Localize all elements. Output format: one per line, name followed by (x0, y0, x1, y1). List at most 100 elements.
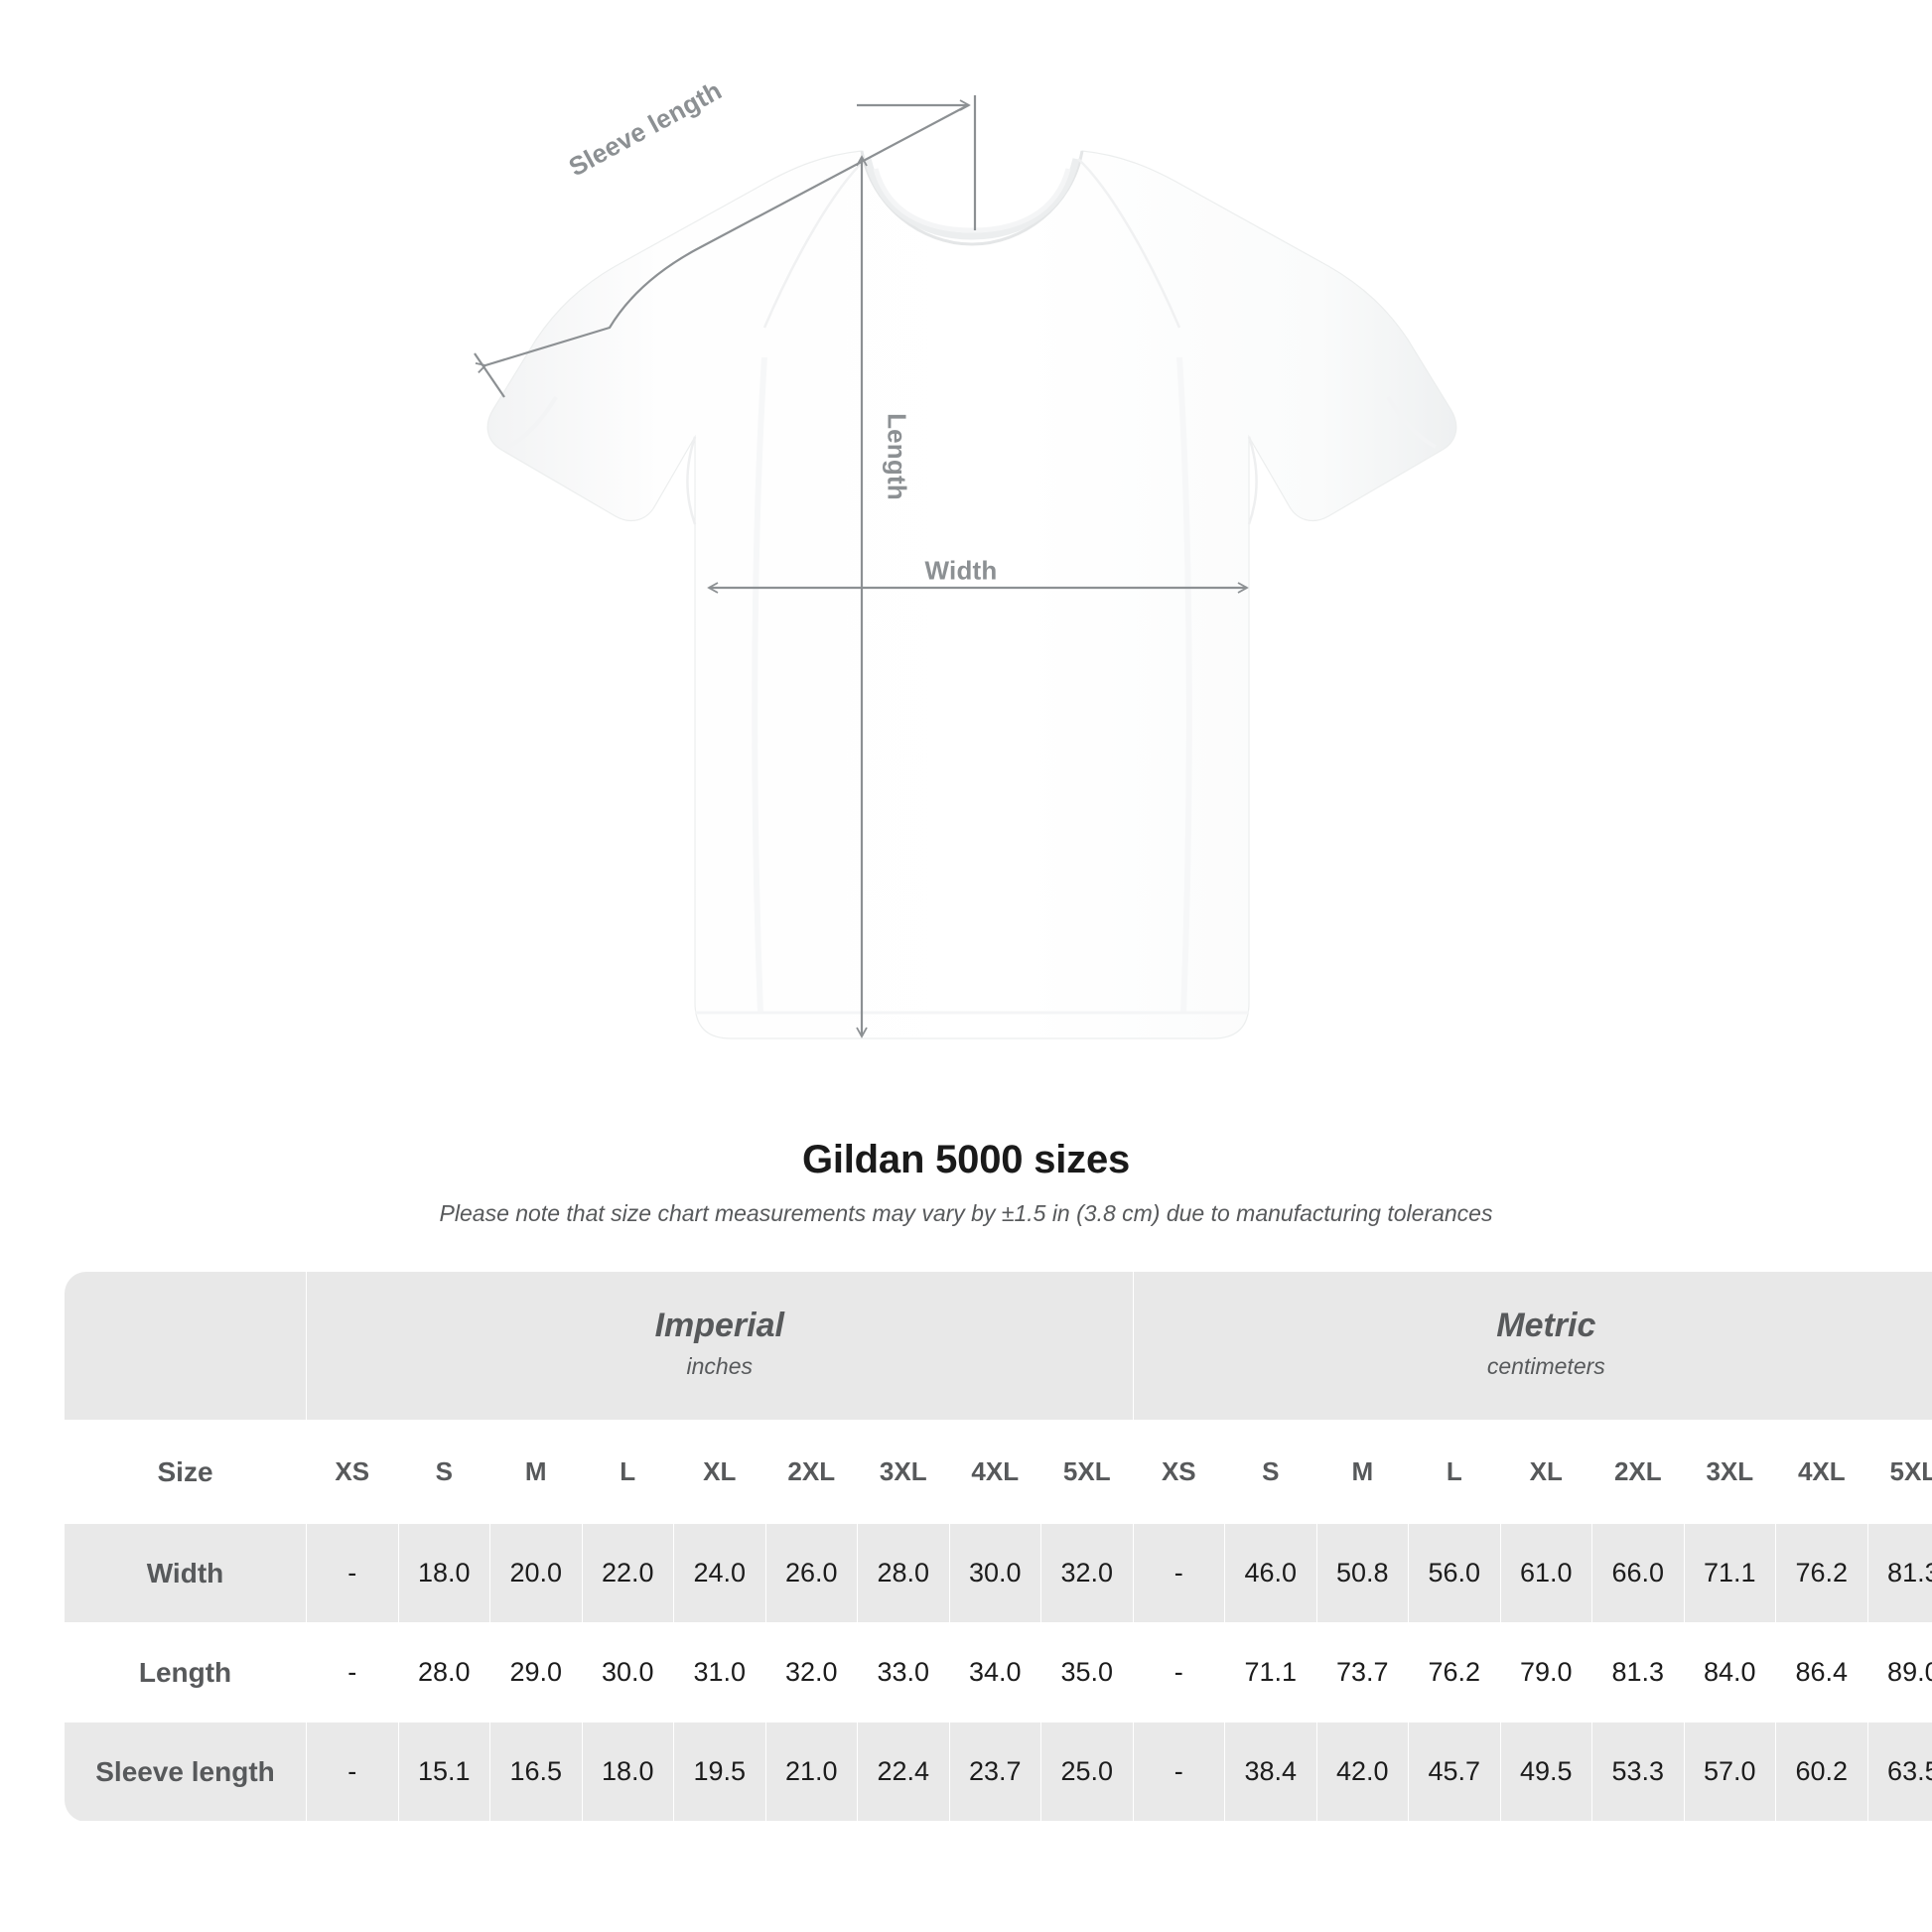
cell-metric: 53.3 (1591, 1722, 1685, 1822)
size-header-metric-xl: XL (1499, 1420, 1593, 1524)
cell-imperial: - (306, 1722, 399, 1822)
cell-metric: 46.0 (1224, 1523, 1317, 1623)
cell-metric: 45.7 (1408, 1722, 1501, 1822)
cell-imperial: - (306, 1622, 399, 1723)
size-header-imperial-4xl: 4XL (948, 1420, 1041, 1524)
sleeve-length-arrow (475, 104, 969, 374)
cell-imperial: 35.0 (1040, 1622, 1134, 1723)
cell-metric: 38.4 (1224, 1722, 1317, 1822)
cell-imperial: - (306, 1523, 399, 1623)
page-title: Gildan 5000 sizes (801, 1138, 1131, 1181)
cell-metric: 71.1 (1224, 1622, 1317, 1723)
cell-imperial: 28.0 (397, 1622, 490, 1723)
cell-imperial: 22.0 (581, 1523, 674, 1623)
tshirt-illustration (474, 95, 1457, 1039)
cell-imperial: 16.5 (489, 1722, 583, 1822)
unit-name: Metric (1496, 1307, 1596, 1345)
cell-metric: 63.5 (1866, 1722, 1932, 1822)
sleeve-hem-tick (474, 352, 505, 398)
cell-metric: - (1132, 1622, 1226, 1723)
row-header-width: Width (64, 1523, 307, 1623)
cell-imperial: 33.0 (857, 1622, 950, 1723)
width-label: Width (924, 555, 998, 586)
size-header-imperial-xl: XL (673, 1420, 766, 1524)
size-header-imperial-l: L (581, 1420, 674, 1524)
size-header-imperial-3xl: 3XL (857, 1420, 950, 1524)
size-header-metric-xs: XS (1132, 1420, 1226, 1524)
cell-metric: 60.2 (1775, 1722, 1868, 1822)
tshirt-measurement-diagram: Sleeve length Length Width (474, 75, 1457, 1039)
size-column-header: Size (64, 1420, 307, 1524)
unit-header-row: Imperial inches Metric centimeters (64, 1271, 1932, 1421)
table-row: Sleeve length -15.1 16.5 18.0 19.5 21.0 22.4 23… (64, 1722, 1932, 1822)
row-header-sleeve-length: Sleeve length (64, 1722, 307, 1822)
cell-metric: 66.0 (1591, 1523, 1685, 1623)
cell-imperial: 34.0 (948, 1622, 1041, 1723)
cell-imperial: 20.0 (489, 1523, 583, 1623)
cell-metric: 81.3 (1866, 1523, 1932, 1623)
size-header-metric-2xl: 2XL (1591, 1420, 1685, 1524)
size-header-imperial-m: M (489, 1420, 583, 1524)
unit-subtitle: centimeters (1486, 1352, 1605, 1379)
table-row: Length -28.0 29.0 30.0 31.0 32.0 33.0 34.0 35.0-… (64, 1622, 1932, 1723)
cell-metric: 86.4 (1775, 1622, 1868, 1723)
cell-metric: 76.2 (1775, 1523, 1868, 1623)
cell-imperial: 32.0 (1040, 1523, 1134, 1623)
cell-imperial: 29.0 (489, 1622, 583, 1723)
size-chart-table: Imperial inches Metric centimeters Size XS S M L… (64, 1271, 1932, 1822)
size-table-wrapper: Imperial inches Metric centimeters Size XS S M L… (64, 1271, 1932, 1822)
cell-imperial: 19.5 (673, 1722, 766, 1822)
cell-imperial: 22.4 (857, 1722, 950, 1822)
cell-metric: 71.1 (1683, 1523, 1777, 1623)
unit-header-imperial: Imperial inches (306, 1271, 1134, 1421)
cell-imperial: 31.0 (673, 1622, 766, 1723)
unit-header-spacer (64, 1271, 307, 1421)
table-row: Width -18.0 20.0 22.0 24.0 26.0 28.0 30.0 32.0-4… (64, 1523, 1932, 1623)
unit-header-metric: Metric centimeters (1132, 1271, 1932, 1421)
cell-imperial: 23.7 (948, 1722, 1041, 1822)
cell-metric: 73.7 (1315, 1622, 1410, 1723)
cell-imperial: 15.1 (397, 1722, 490, 1822)
size-header-imperial-xs: XS (306, 1420, 399, 1524)
cell-metric: 89.0 (1866, 1622, 1932, 1723)
cell-metric: 76.2 (1408, 1622, 1501, 1723)
size-header-metric-l: L (1408, 1420, 1501, 1524)
row-header-length: Length (64, 1622, 307, 1723)
size-header-metric-3xl: 3XL (1683, 1420, 1777, 1524)
cell-imperial: 30.0 (948, 1523, 1041, 1623)
unit-subtitle: inches (686, 1352, 754, 1379)
cell-metric: 56.0 (1408, 1523, 1501, 1623)
unit-name: Imperial (654, 1307, 784, 1345)
length-label: Length (882, 413, 912, 500)
cell-imperial: 21.0 (764, 1722, 858, 1822)
cell-imperial: 32.0 (764, 1622, 858, 1723)
size-header-row: Size XS S M L XL 2XL 3XL 4XL 5XL XS S M L XL 2XL 3XL 4XL 5… (64, 1420, 1932, 1524)
size-header-imperial-2xl: 2XL (764, 1420, 858, 1524)
cell-imperial: 26.0 (764, 1523, 858, 1623)
measurement-lines (474, 95, 1249, 1038)
size-header-metric-5xl: 5XL (1866, 1420, 1932, 1524)
cell-metric: - (1132, 1523, 1226, 1623)
cell-imperial: 18.0 (397, 1523, 490, 1623)
tolerance-note: Please note that size chart measurements… (439, 1200, 1493, 1226)
cell-imperial: 18.0 (581, 1722, 674, 1822)
size-header-metric-4xl: 4XL (1775, 1420, 1868, 1524)
cell-metric: 79.0 (1499, 1622, 1593, 1723)
cell-imperial: 30.0 (581, 1622, 674, 1723)
size-header-imperial-5xl: 5XL (1040, 1420, 1134, 1524)
size-header-metric-m: M (1315, 1420, 1410, 1524)
cell-metric: 42.0 (1315, 1722, 1410, 1822)
title-block: Gildan 5000 sizes Please note that size … (0, 1138, 1932, 1227)
cell-metric: - (1132, 1722, 1226, 1822)
cell-imperial: 24.0 (673, 1523, 766, 1623)
cell-imperial: 28.0 (857, 1523, 950, 1623)
cell-metric: 84.0 (1683, 1622, 1777, 1723)
size-header-metric-s: S (1224, 1420, 1317, 1524)
cell-imperial: 25.0 (1040, 1722, 1134, 1822)
cell-metric: 49.5 (1499, 1722, 1593, 1822)
cell-metric: 50.8 (1315, 1523, 1410, 1623)
cell-metric: 57.0 (1683, 1722, 1777, 1822)
cell-metric: 81.3 (1591, 1622, 1685, 1723)
size-header-imperial-s: S (397, 1420, 490, 1524)
tshirt-shape (486, 150, 1457, 1039)
